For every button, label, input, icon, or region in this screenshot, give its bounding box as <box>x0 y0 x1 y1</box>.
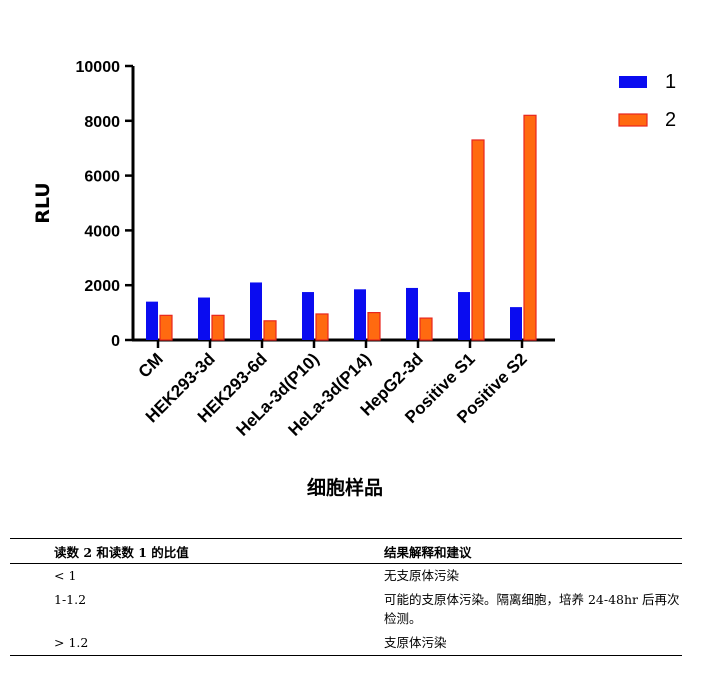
bar-series-1-5 <box>354 289 366 340</box>
bar-series-2-4 <box>315 313 329 341</box>
x-axis-title: 细胞样品 <box>307 476 383 499</box>
bar-series-2-8 <box>523 114 537 341</box>
bar-series-2-3 <box>263 320 277 341</box>
legend: 12 <box>618 71 676 131</box>
y-tick-label: 4000 <box>84 223 120 240</box>
interpretation-cell: 支原体污染 <box>384 635 447 650</box>
ratio-cell: 1-1.2 <box>54 592 87 607</box>
bar-series-2-1 <box>159 314 173 341</box>
y-axis-title: RLU <box>32 182 54 224</box>
interpretation-cell: 可能的支原体污染。隔离细胞，培养 24-48hr 后再次检测。 <box>384 592 680 626</box>
bars <box>146 114 537 341</box>
bar-series-1-1 <box>146 301 158 340</box>
bar-series-1-7 <box>458 292 470 340</box>
bar-series-2-6 <box>419 317 433 341</box>
bar-chart: 0 2000 4000 6000 8000 10000 CMHEK293-3dHEK293… <box>32 59 676 499</box>
y-tick-label: 8000 <box>84 114 120 131</box>
y-tick-label: 10000 <box>76 59 121 76</box>
table-row: < 1 无支原体污染 <box>10 564 682 589</box>
y-tick-label: 2000 <box>84 278 120 295</box>
legend-swatch-series-2 <box>618 113 648 127</box>
table-row: > 1.2 支原体污染 <box>10 631 682 656</box>
bar-series-1-6 <box>406 287 418 340</box>
ratio-cell: > 1.2 <box>54 635 89 650</box>
table-row: 1-1.2 可能的支原体污染。隔离细胞，培养 24-48hr 后再次检测。 <box>10 588 682 631</box>
bar-series-2-5 <box>367 312 381 341</box>
bar-series-1-8 <box>510 307 522 340</box>
y-tick-label: 0 <box>111 333 120 350</box>
legend-swatch-series-1 <box>619 76 647 88</box>
interpretation-cell: 无支原体污染 <box>384 568 460 583</box>
chart-axes <box>131 66 555 342</box>
y-tick-label: 6000 <box>84 169 120 186</box>
bar-series-1-4 <box>302 292 314 340</box>
table-header-row: 读数 2 和读数 1 的比值 结果解释和建议 <box>10 538 682 564</box>
bar-series-2-7 <box>471 139 485 341</box>
bar-series-1-2 <box>198 297 210 340</box>
x-axis-ticks: CMHEK293-3dHEK293-6dHeLa-3d(P10)HeLa-3d(… <box>135 340 531 440</box>
x-tick-label: CM <box>135 349 167 381</box>
results-table: 读数 2 和读数 1 的比值 结果解释和建议 < 1 无支原体污染 1-1.2 … <box>10 538 682 656</box>
bar-series-1-3 <box>250 282 262 340</box>
ratio-cell: < 1 <box>54 568 77 583</box>
bar-series-2-2 <box>211 314 225 341</box>
header-ratio: 读数 2 和读数 1 的比值 <box>54 545 189 560</box>
header-interpretation: 结果解释和建议 <box>384 545 472 560</box>
legend-label-series-1: 1 <box>665 71 676 93</box>
y-axis-ticks: 0 2000 4000 6000 8000 10000 <box>76 59 133 350</box>
legend-label-series-2: 2 <box>665 109 676 131</box>
